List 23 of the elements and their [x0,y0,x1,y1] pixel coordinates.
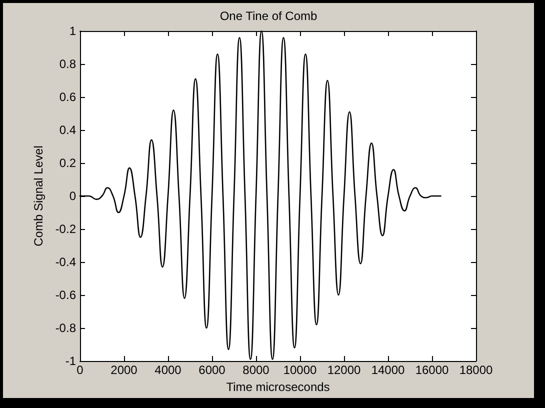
y-tick-label: 0.2 [59,156,76,170]
y-tick-label: 0.6 [59,90,76,104]
y-axis-title: Comb Signal Level [31,146,46,246]
y-tick-label: 0.4 [59,123,76,137]
y-tick-label: 0.8 [59,57,76,71]
x-tick-label: 8000 [242,363,270,377]
y-tick-label: -0.4 [55,255,76,269]
x-tick-label: 6000 [198,363,226,377]
x-tick-label: 4000 [154,363,182,377]
y-tick-label: -0.6 [55,288,76,302]
x-tick-label: 2000 [110,363,138,377]
x-tick-label: 18000 [459,363,494,377]
y-tick-label: -0.8 [55,321,76,335]
y-tick-label: -1 [65,354,76,368]
chart-title: One Tine of Comb [220,9,318,23]
x-tick-label: 14000 [371,363,406,377]
y-tick-label: -0.2 [55,222,76,236]
x-tick-label: 12000 [327,363,362,377]
x-tick-label: 10000 [283,363,318,377]
x-axis-title: Time microseconds [226,380,330,394]
x-tick-label: 16000 [415,363,450,377]
y-tick-label: 1 [69,24,76,38]
y-tick-label: 0 [69,189,76,203]
